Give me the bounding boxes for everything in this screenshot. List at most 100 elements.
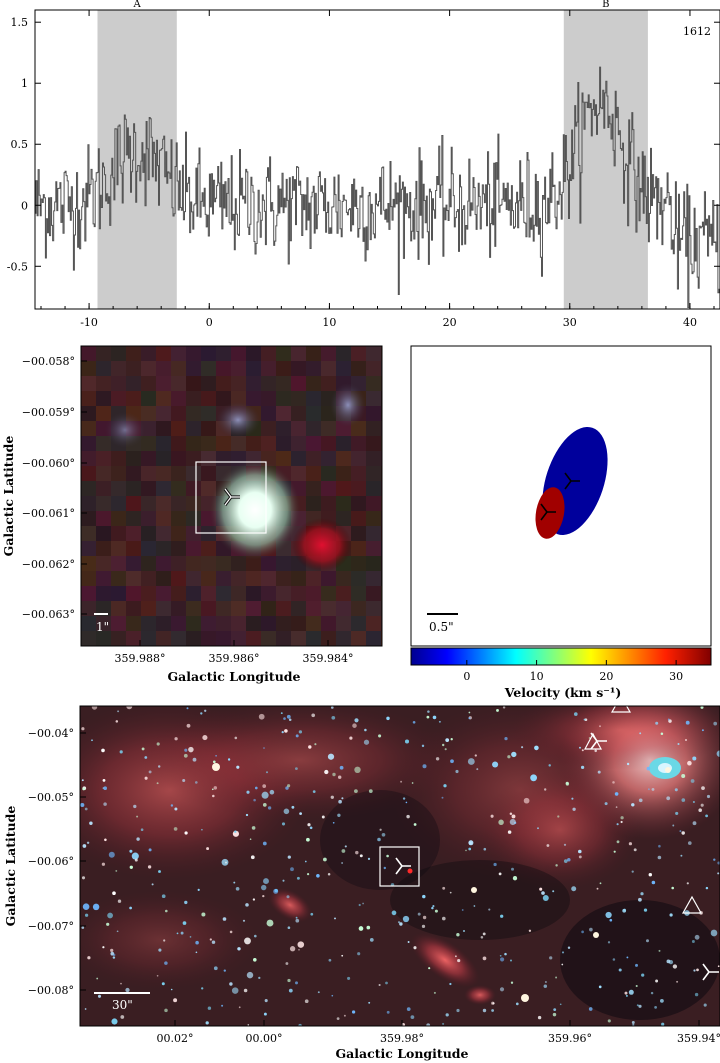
star bbox=[581, 930, 584, 934]
x-tick-label: 10 bbox=[322, 316, 336, 329]
star bbox=[700, 803, 704, 807]
image-pixel bbox=[201, 631, 217, 646]
star bbox=[281, 730, 284, 734]
image-pixel bbox=[186, 421, 202, 437]
image-pixel bbox=[81, 406, 97, 422]
zoom-region-box bbox=[195, 461, 267, 534]
star bbox=[144, 776, 148, 780]
star bbox=[567, 857, 571, 862]
star bbox=[221, 858, 229, 866]
star bbox=[321, 815, 325, 819]
star bbox=[456, 933, 460, 937]
image-pixel bbox=[126, 496, 142, 512]
star bbox=[571, 886, 577, 892]
image-pixel bbox=[351, 571, 367, 587]
image-pixel bbox=[366, 361, 382, 377]
star bbox=[690, 779, 695, 783]
star bbox=[498, 819, 504, 826]
star bbox=[427, 710, 430, 713]
star bbox=[82, 844, 87, 848]
star bbox=[596, 887, 599, 890]
star bbox=[651, 787, 655, 791]
star bbox=[572, 807, 576, 811]
image-pixel bbox=[231, 601, 247, 617]
image-pixel bbox=[186, 631, 202, 646]
star bbox=[120, 982, 122, 985]
image-pixel bbox=[141, 451, 157, 467]
image-pixel bbox=[186, 571, 202, 587]
star bbox=[258, 713, 265, 720]
star bbox=[646, 766, 651, 771]
star bbox=[368, 1001, 371, 1004]
star bbox=[129, 865, 133, 869]
image-pixel bbox=[381, 406, 382, 422]
star bbox=[367, 857, 371, 861]
image-pixel bbox=[186, 361, 202, 377]
star bbox=[362, 902, 364, 905]
star bbox=[184, 900, 188, 905]
star bbox=[117, 710, 120, 713]
star bbox=[266, 919, 274, 927]
maser-marker-icon bbox=[395, 857, 411, 875]
ellipse-red bbox=[535, 487, 565, 539]
star bbox=[355, 850, 359, 855]
image-pixel bbox=[321, 631, 337, 646]
image-pixel bbox=[366, 541, 382, 557]
star bbox=[358, 926, 364, 931]
image-pixel bbox=[381, 511, 382, 527]
star bbox=[407, 941, 410, 943]
y-tick-label: −00.063° bbox=[22, 608, 75, 621]
star bbox=[563, 843, 567, 846]
image-pixel bbox=[381, 466, 382, 482]
image-pixel bbox=[306, 601, 322, 617]
image-pixel bbox=[141, 406, 157, 422]
star bbox=[364, 728, 367, 732]
star bbox=[669, 913, 673, 917]
image-pixel bbox=[156, 601, 172, 617]
triangle-marker-icon bbox=[681, 895, 703, 914]
star bbox=[583, 718, 586, 721]
bright-star bbox=[212, 763, 220, 771]
bright-source bbox=[209, 460, 301, 560]
image-pixel bbox=[96, 601, 112, 617]
star bbox=[698, 808, 702, 812]
star bbox=[158, 870, 161, 873]
x-tick-label: 20 bbox=[443, 316, 457, 329]
image-pixel bbox=[366, 601, 382, 617]
image-pixel bbox=[156, 511, 172, 527]
star bbox=[331, 706, 334, 709]
star bbox=[405, 801, 408, 804]
star bbox=[614, 792, 619, 796]
star bbox=[206, 847, 210, 851]
image-pixel bbox=[276, 346, 292, 362]
star bbox=[309, 826, 313, 830]
star bbox=[679, 830, 682, 833]
star bbox=[435, 757, 440, 761]
image-pixel bbox=[246, 586, 262, 602]
star bbox=[716, 750, 720, 757]
star bbox=[449, 891, 452, 894]
star bbox=[106, 922, 110, 926]
star bbox=[607, 1019, 611, 1023]
image-pixel bbox=[321, 451, 337, 467]
x-tick-label: 30 bbox=[563, 316, 577, 329]
star bbox=[186, 707, 189, 710]
image-pixel bbox=[261, 571, 277, 587]
star bbox=[713, 721, 718, 726]
star bbox=[500, 914, 504, 918]
image-pixel bbox=[141, 496, 157, 512]
star bbox=[258, 976, 261, 980]
star bbox=[182, 921, 187, 925]
star bbox=[413, 946, 417, 950]
star bbox=[202, 735, 208, 741]
x-tick-label: 00.00° bbox=[246, 1032, 283, 1045]
star bbox=[422, 764, 427, 769]
image-pixel bbox=[321, 616, 337, 632]
image-pixel bbox=[276, 616, 292, 632]
image-pixel bbox=[216, 361, 232, 377]
image-pixel bbox=[111, 586, 127, 602]
spectrum-x-ticks: -10 0 10 20 30 40 bbox=[40, 10, 715, 329]
star bbox=[696, 968, 699, 972]
star bbox=[386, 716, 390, 721]
